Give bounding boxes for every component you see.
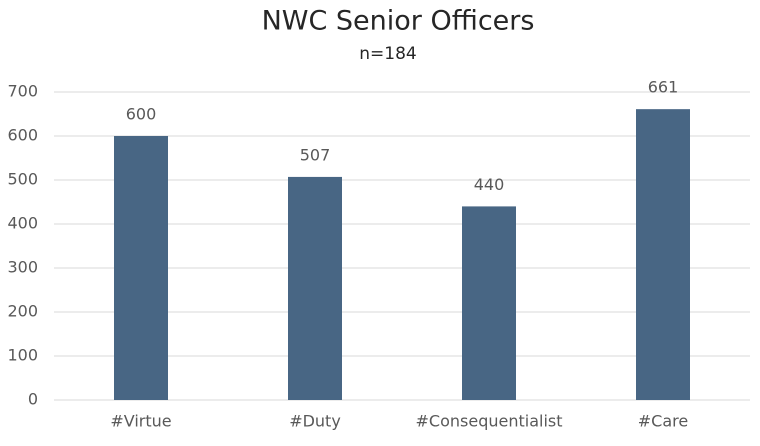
bar bbox=[288, 176, 342, 400]
y-tick-label: 600 bbox=[7, 126, 38, 145]
y-tick-label: 500 bbox=[7, 170, 38, 189]
value-label: 440 bbox=[474, 175, 505, 194]
y-tick-label: 100 bbox=[7, 346, 38, 365]
bar bbox=[462, 206, 516, 400]
chart-title: NWC Senior Officers bbox=[262, 6, 535, 37]
value-label: 661 bbox=[648, 78, 679, 97]
x-tick-label: #Care bbox=[638, 412, 688, 431]
y-tick-label: 700 bbox=[7, 82, 38, 101]
bar bbox=[114, 136, 168, 400]
value-label: 507 bbox=[300, 145, 331, 164]
x-tick-label: #Consequentialist bbox=[416, 412, 563, 431]
value-label: 600 bbox=[126, 105, 157, 124]
y-tick-label: 0 bbox=[28, 390, 38, 409]
x-tick-label: #Virtue bbox=[110, 412, 171, 431]
chart-subtitle: n=184 bbox=[359, 44, 416, 64]
y-tick-label: 200 bbox=[7, 302, 38, 321]
y-tick-label: 300 bbox=[7, 258, 38, 277]
x-tick-label: #Duty bbox=[289, 412, 341, 431]
y-tick-label: 400 bbox=[7, 214, 38, 233]
bar bbox=[636, 109, 690, 400]
